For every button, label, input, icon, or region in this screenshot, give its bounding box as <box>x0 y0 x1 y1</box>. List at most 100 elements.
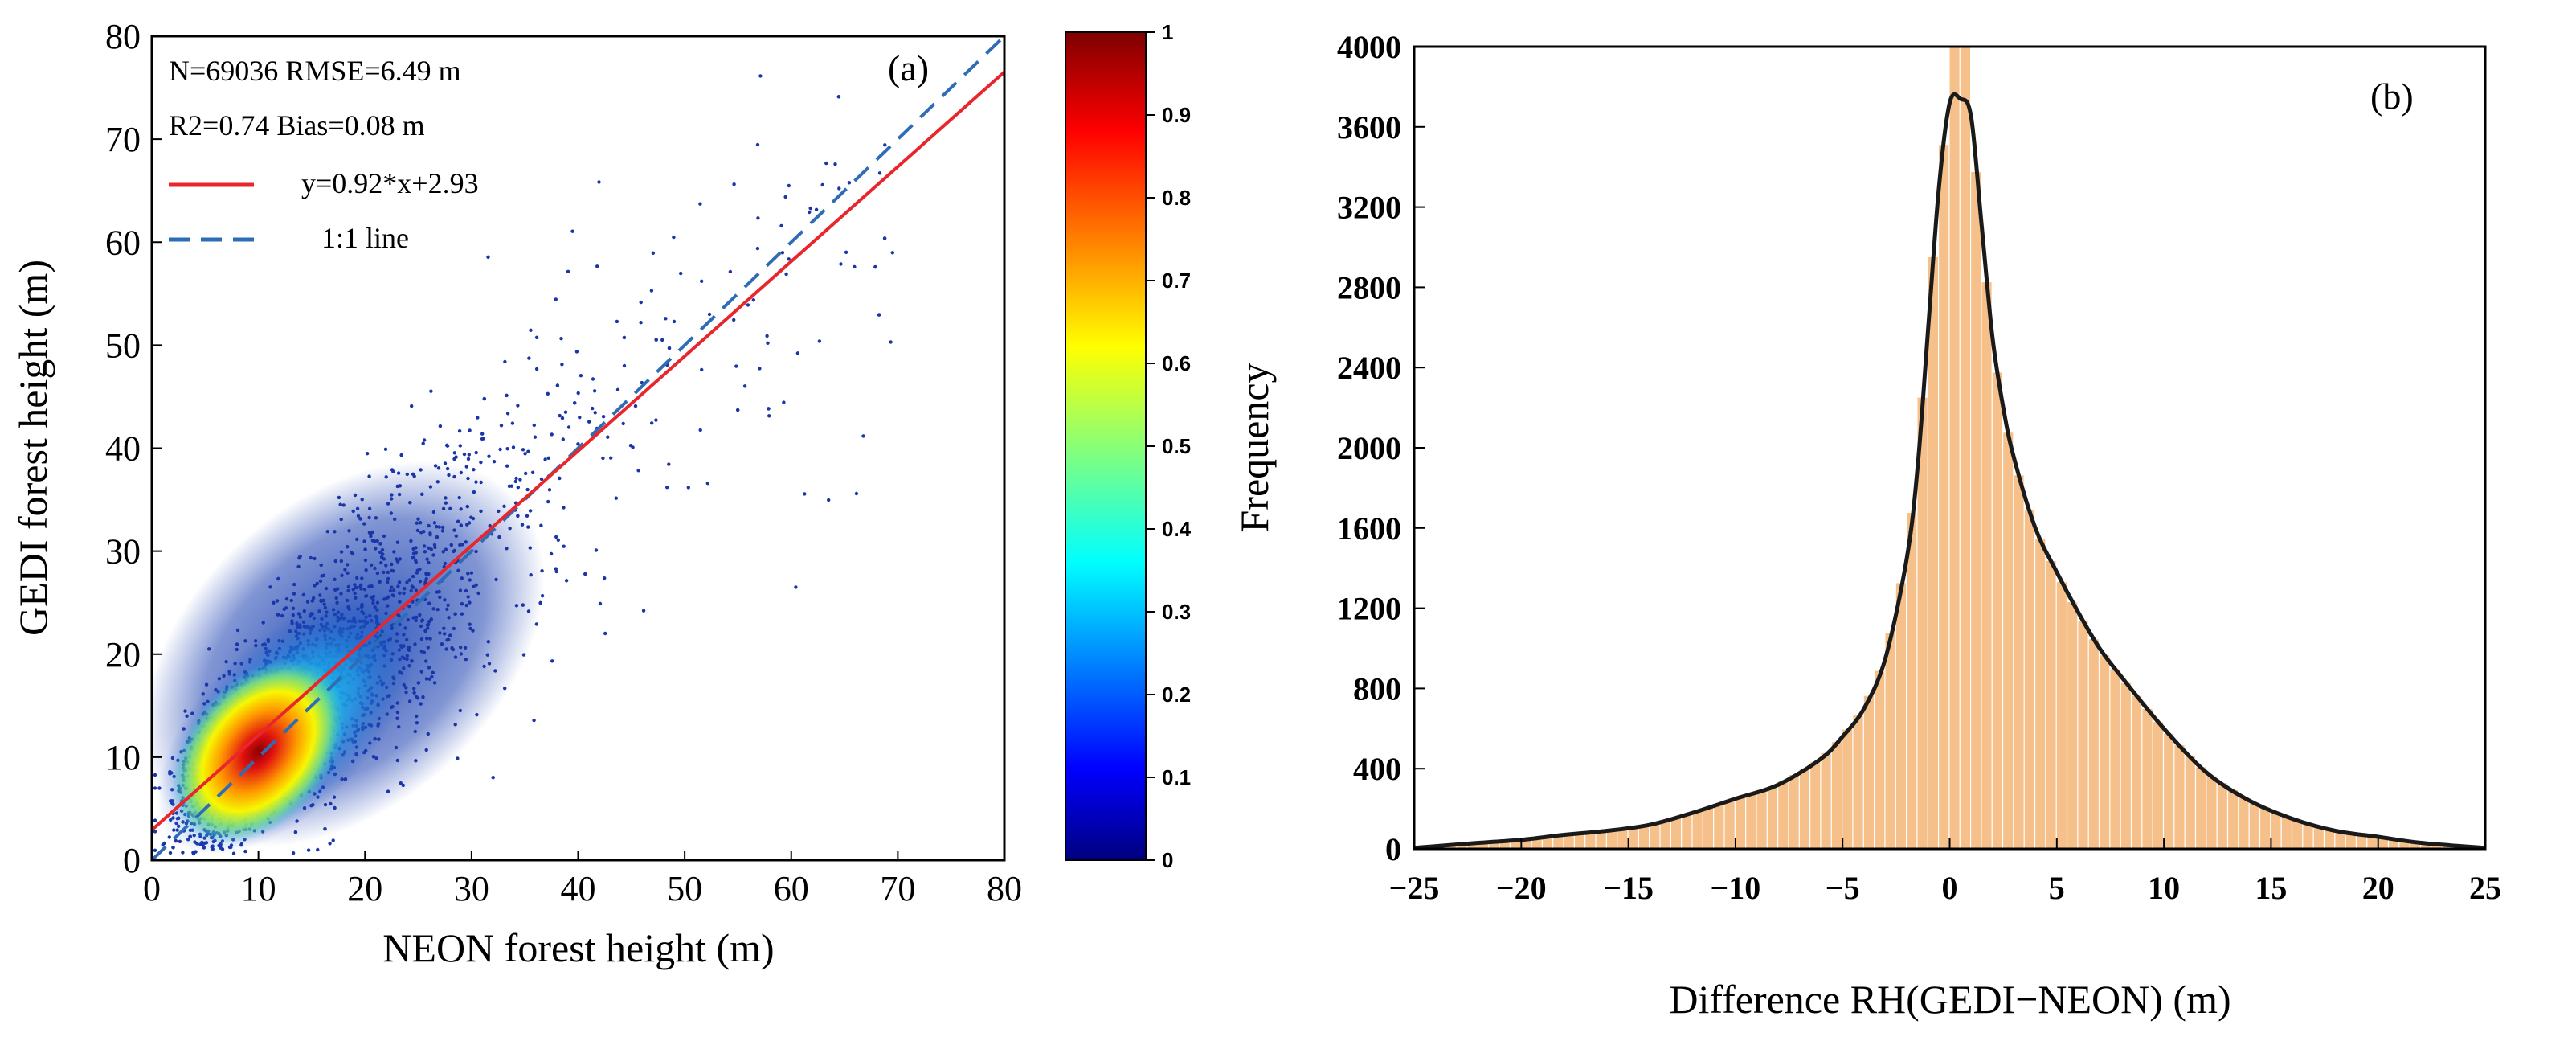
x-axis-ticks-a: 0 10 20 30 40 50 60 70 80 <box>143 851 1022 908</box>
scatter-point <box>622 335 627 340</box>
scatter-point <box>447 473 451 478</box>
colorbar-tick-label: 0.2 <box>1162 682 1191 707</box>
scatter-point <box>570 229 574 233</box>
histogram-bar <box>1746 793 1756 849</box>
scatter-point <box>378 580 382 584</box>
scatter-point <box>566 269 570 273</box>
scatter-point <box>365 594 369 598</box>
scatter-point <box>427 677 432 681</box>
scatter-point <box>469 515 473 519</box>
colorbar-tick-label: 1 <box>1162 20 1173 44</box>
scatter-point <box>539 523 543 527</box>
scatter-point <box>441 550 445 554</box>
density-curve <box>1413 92 2486 851</box>
scatter-point <box>313 556 317 561</box>
histogram-bar <box>1756 789 1767 849</box>
scatter-point <box>486 255 490 259</box>
scatter-point <box>467 453 471 457</box>
scatter-point <box>468 626 472 631</box>
scatter-point <box>333 805 337 810</box>
scatter-point <box>469 571 474 575</box>
regression-lines <box>152 36 1004 860</box>
scatter-point <box>343 568 347 572</box>
scatter-point <box>426 626 430 630</box>
scatter-point <box>494 577 498 582</box>
scatter-point <box>639 321 643 325</box>
scatter-point <box>534 622 538 626</box>
scatter-point <box>458 708 462 713</box>
scatter-point <box>319 599 323 603</box>
histogram-bar <box>1778 781 1789 849</box>
scatter-point <box>787 257 791 261</box>
scatter-point <box>435 525 439 529</box>
scatter-point <box>407 605 411 609</box>
scatter-point <box>746 303 750 307</box>
scatter-point <box>351 509 355 514</box>
scatter-point <box>459 652 464 656</box>
scatter-point <box>667 346 672 350</box>
legend-identity-line-label: 1:1 line <box>321 222 409 254</box>
scatter-point <box>528 546 532 550</box>
scatter-point <box>409 539 413 543</box>
scatter-point <box>347 529 351 533</box>
histogram-bar <box>1735 797 1746 849</box>
y-tick-label: 800 <box>1353 670 1401 707</box>
histogram-bar <box>2100 655 2110 849</box>
scatter-point <box>546 391 550 396</box>
histogram-bar <box>1853 715 1863 849</box>
scatter-point <box>427 546 431 550</box>
scatter-point <box>389 511 394 515</box>
panel-b: −25 −20 −15 −10 −5 0 5 10 15 20 25 0 400 800 1200 1600… <box>1232 29 2501 1022</box>
scatter-point <box>529 328 533 332</box>
y-tick-label: 1200 <box>1337 591 1401 627</box>
histogram-bar <box>2078 621 2088 849</box>
scatter-point <box>429 547 433 551</box>
scatter-point <box>672 235 676 240</box>
x-axis-ticks-b: −25 −20 −15 −10 −5 0 5 10 15 20 25 <box>1389 838 2501 906</box>
histogram-bar <box>1531 838 1542 849</box>
scatter-point <box>459 523 463 527</box>
scatter-point <box>292 592 296 596</box>
scatter-point <box>431 670 435 674</box>
histogram-bar <box>2281 816 2292 849</box>
scatter-point <box>298 555 302 559</box>
scatter-point <box>448 506 452 510</box>
scatter-point <box>362 588 367 592</box>
scatter-point <box>514 476 518 481</box>
scatter-point <box>261 621 265 625</box>
scatter-point <box>386 580 390 584</box>
scatter-point <box>319 563 323 568</box>
scatter-point <box>414 695 419 699</box>
scatter-point <box>405 472 409 477</box>
scatter-point <box>453 655 458 659</box>
scatter-point <box>641 609 646 613</box>
scatter-point <box>554 297 558 301</box>
scatter-point <box>391 569 395 573</box>
y-tick-label: 2800 <box>1337 269 1401 305</box>
scatter-point <box>424 572 428 576</box>
scatter-point <box>425 557 429 561</box>
scatter-point <box>419 624 423 629</box>
scatter-point <box>462 452 467 457</box>
scatter-point <box>433 464 438 468</box>
scatter-point <box>518 478 522 482</box>
scatter-point <box>413 642 417 646</box>
x-tick-label: 50 <box>667 869 702 908</box>
scatter-point <box>837 186 841 191</box>
y-axis-title-b: Frequency <box>1232 363 1277 532</box>
scatter-point <box>231 851 236 855</box>
scatter-point <box>755 142 760 147</box>
scatter-point <box>877 171 882 175</box>
scatter-point <box>419 637 424 641</box>
scatter-point <box>787 183 791 188</box>
scatter-point <box>847 181 852 185</box>
scatter-point <box>415 714 419 719</box>
scatter-point <box>583 572 587 576</box>
scatter-point <box>497 509 501 514</box>
scatter-point <box>414 546 418 550</box>
scatter-point <box>456 756 460 760</box>
scatter-point <box>320 574 324 578</box>
scatter-point <box>622 363 627 368</box>
scatter-point <box>636 469 640 473</box>
histogram-bar <box>1650 823 1660 849</box>
